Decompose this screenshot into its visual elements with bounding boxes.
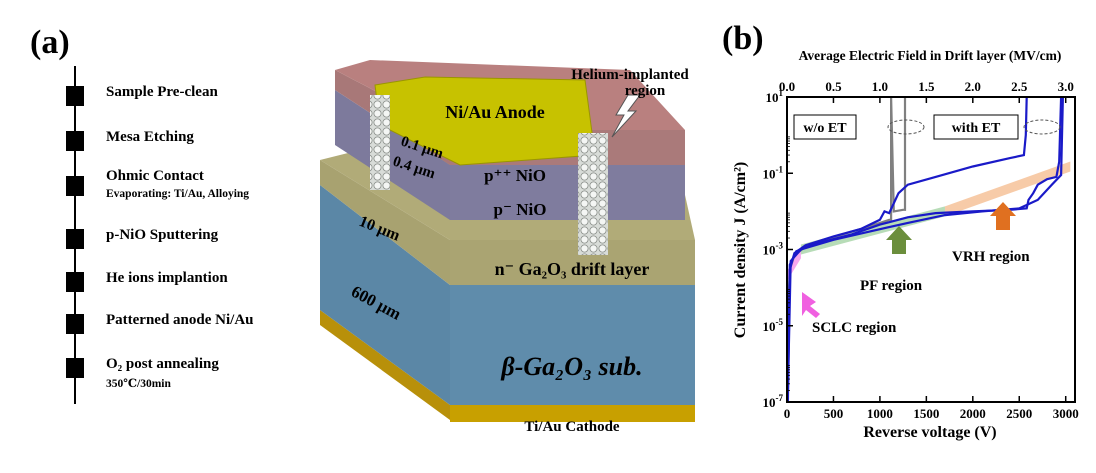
arrow-vrh-icon	[990, 202, 1016, 230]
legend-marker-wo	[887, 119, 925, 135]
step-title: Ohmic Contact	[106, 168, 204, 184]
step-marker	[66, 131, 84, 151]
substrate-right-face	[450, 285, 695, 405]
y-tick-label: 10-3	[763, 241, 784, 258]
arrow-pf-icon	[886, 226, 912, 254]
device-structure: Helium-implanted region Ni/Au Anode 0.1 …	[320, 60, 695, 435]
anode-label: Ni/Au Anode	[445, 102, 545, 122]
sclc-label: SCLC region	[812, 320, 897, 336]
implant-label-1: Helium-implanted	[571, 67, 689, 83]
arrow-sclc-icon	[802, 292, 820, 318]
x-tick-label: 500	[824, 406, 844, 421]
step-title: Patterned anode Ni/Au	[106, 312, 254, 328]
panel-b-label: (b)	[722, 20, 764, 57]
x-tick-label: 1000	[867, 406, 893, 421]
layer-drift-label: n⁻ Ga₂O₃ drift layer	[495, 259, 650, 279]
y-tick-label: 10-7	[763, 393, 784, 410]
series-lines	[786, 96, 1064, 403]
y-axis-title: Current density J (A/cm²)	[732, 162, 749, 338]
step-marker	[66, 86, 84, 106]
lightning-icon	[611, 94, 641, 138]
top-tick-label: 0.0	[779, 79, 795, 94]
top-tick-label: 0.5	[825, 79, 842, 94]
step-marker	[66, 176, 84, 196]
legend-wo-label: w/o ET	[803, 121, 847, 136]
x-tick-label: 3000	[1053, 406, 1079, 421]
x-tick-label: 0	[784, 406, 791, 421]
implant-label-2: region	[625, 83, 666, 99]
vrh-label: VRH region	[952, 249, 1030, 265]
region-band	[944, 161, 1071, 217]
legend-box-with	[933, 114, 1019, 140]
top-tick-label: 1.0	[872, 79, 888, 94]
x-axis-title: Reverse voltage (V)	[863, 424, 996, 441]
cathode-label: Ti/Au Cathode	[524, 419, 620, 435]
series-line	[786, 96, 1064, 391]
y-tick-label: 101	[766, 88, 784, 105]
axis-ticks: 0 500 1000 1500 2000 2500 3000 0.0 0.5 1.0 1.5 2.0 2…	[763, 79, 1079, 421]
substrate-left-face	[320, 185, 450, 405]
implant-column-left	[370, 95, 390, 190]
drift-right-face	[450, 240, 695, 285]
p-nio-right-face	[450, 165, 685, 220]
plot-frame	[786, 96, 1076, 403]
legend-marker-with	[1023, 119, 1061, 135]
step-title: Sample Pre-clean	[106, 84, 218, 100]
x-tick-label: 1500	[913, 406, 939, 421]
step-detail: 350℃/30min	[106, 378, 171, 390]
panel-a-label: (a)	[30, 24, 70, 61]
top-tick-label: 2.5	[1011, 79, 1028, 94]
step-title: O₂ post annealing	[106, 356, 219, 372]
implant-column-right	[578, 133, 608, 255]
top-tick-label: 3.0	[1058, 79, 1074, 94]
step-detail: Evaporating: Ti/Au, Alloying	[106, 188, 250, 200]
top-tick-label: 1.5	[918, 79, 935, 94]
step-marker	[66, 229, 84, 249]
x-tick-label: 2000	[960, 406, 986, 421]
step-title: Mesa Etching	[106, 129, 194, 145]
layer-pp-nio-label: p⁺⁺ NiO	[484, 166, 546, 185]
legend-with-label: with ET	[952, 121, 1001, 136]
substrate-front	[320, 310, 450, 420]
step-marker	[66, 272, 84, 292]
process-flow: Sample Pre-clean Mesa Etching Ohmic Cont…	[60, 66, 320, 406]
top-axis-title: Average Electric Field in Drift layer (M…	[799, 48, 1062, 63]
jv-chart: 0 500 1000 1500 2000 2500 3000 0.0 0.5 1.0 1.5 2.0 2…	[732, 48, 1079, 441]
layer-p-nio-label: p⁻ NiO	[494, 200, 547, 219]
step-marker	[66, 314, 84, 334]
step-marker	[66, 358, 84, 378]
y-tick-label: 10-1	[763, 164, 784, 181]
x-tick-label: 2500	[1006, 406, 1032, 421]
pf-label: PF region	[860, 278, 923, 294]
y-tick-label: 10-5	[763, 317, 784, 334]
p-nio-left-face	[335, 90, 450, 220]
legend-box-wo	[793, 114, 857, 140]
drift-left-face	[320, 160, 450, 285]
step-title: p-NiO Sputtering	[106, 227, 219, 243]
top-tick-label: 2.0	[965, 79, 981, 94]
cathode-layer	[450, 405, 695, 422]
step-title: He ions implantion	[106, 270, 228, 286]
layer-substrate-label: β-Ga₂O₃ sub.	[500, 352, 642, 381]
